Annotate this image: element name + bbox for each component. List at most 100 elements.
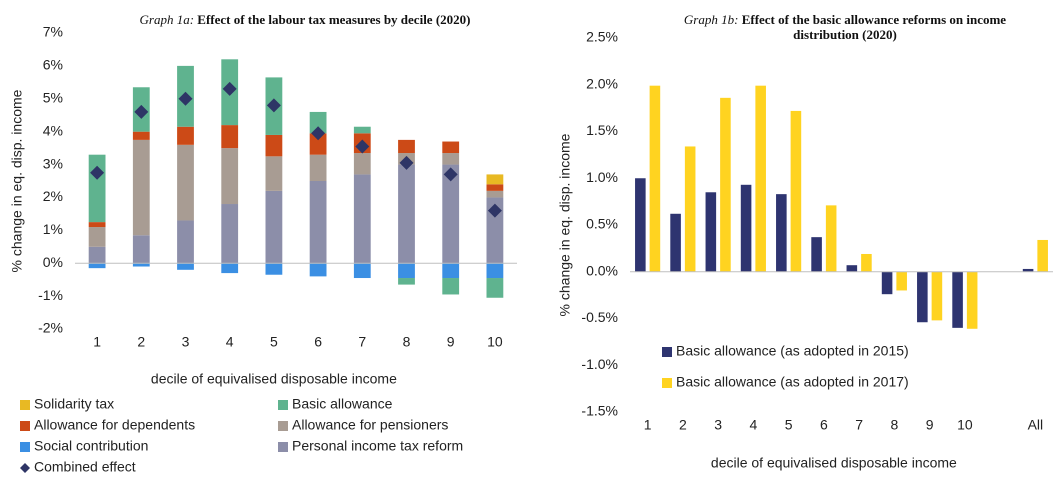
bar-segment — [177, 263, 194, 270]
bar — [917, 271, 928, 323]
title-text: Effect of the labour tax measures by dec… — [197, 12, 471, 27]
bar — [931, 271, 943, 321]
bar-segment — [265, 190, 283, 264]
legend-label: Social contribution — [34, 438, 148, 454]
x-axis-label: decile of equivalised disposable income — [151, 371, 397, 387]
bar — [952, 271, 963, 328]
diamond-marker — [399, 155, 414, 170]
x-tick-label: 9 — [447, 334, 455, 350]
bar — [811, 237, 822, 272]
x-tick-label: 5 — [270, 334, 278, 350]
bar-segment — [88, 227, 106, 247]
bar-segment — [221, 204, 239, 264]
y-tick-label: 4% — [43, 122, 63, 138]
bar-segment — [353, 174, 371, 264]
bar — [635, 178, 646, 272]
bar — [861, 253, 872, 272]
diamond-marker — [266, 98, 281, 113]
bar-segment — [221, 125, 239, 149]
bar — [649, 85, 661, 272]
y-tick-label: 2% — [43, 188, 63, 204]
legend-swatch — [20, 421, 30, 431]
legend-label: Allowance for dependents — [34, 417, 195, 433]
x-tick-label: 4 — [749, 417, 757, 433]
x-tick-label: 3 — [182, 334, 190, 350]
bar-segment — [442, 278, 460, 295]
bar-segment — [132, 235, 150, 264]
x-tick-label: 5 — [785, 417, 793, 433]
bar — [1037, 239, 1048, 272]
bar-segment — [486, 278, 504, 298]
bar-segment — [309, 133, 327, 155]
y-tick-label: 1% — [43, 221, 63, 237]
y-tick-label: -0.5% — [581, 309, 618, 325]
y-tick-label: -1% — [38, 287, 63, 303]
x-tick-label: 3 — [714, 417, 722, 433]
bar-segment — [265, 134, 283, 157]
y-tick-label: 6% — [43, 57, 63, 73]
bar — [825, 205, 837, 272]
diamond-marker — [311, 126, 326, 141]
bar-segment — [88, 154, 106, 223]
bar — [966, 271, 978, 329]
bar-segment — [177, 144, 194, 221]
bar-segment — [177, 220, 194, 264]
x-tick-label: 9 — [926, 417, 934, 433]
y-tick-label: 0.0% — [586, 262, 618, 278]
legend-label: Solidarity tax — [34, 396, 114, 412]
y-tick-label: -1.5% — [581, 403, 618, 419]
legend-swatch — [20, 442, 30, 452]
y-tick-label: 1.0% — [586, 169, 618, 185]
bar-segment — [88, 263, 106, 269]
bar — [740, 184, 752, 272]
y-axis-label: % change in eq. disp. income — [557, 133, 573, 316]
bar-segment — [486, 197, 504, 264]
legend-swatch — [662, 347, 672, 357]
bar-segment — [177, 126, 194, 145]
bar — [670, 213, 681, 272]
y-tick-label: -1.0% — [581, 356, 618, 372]
x-tick-label: 2 — [679, 417, 687, 433]
diamond-marker — [90, 165, 105, 180]
bar-segment — [309, 111, 327, 134]
bar-segment — [442, 263, 460, 279]
chart-title: Graph 1b: Effect of the basic allowance … — [660, 12, 1030, 42]
bar-segment — [486, 184, 504, 191]
x-tick-label: 10 — [957, 417, 973, 433]
title-prefix: Graph 1a: — [139, 12, 195, 27]
bar-segment — [309, 181, 327, 264]
bar-segment — [221, 263, 239, 274]
bar-segment — [309, 263, 327, 277]
legend-swatch — [20, 463, 30, 473]
bar-segment — [265, 156, 283, 191]
x-tick-label: 10 — [487, 334, 503, 350]
legend-swatch — [20, 400, 30, 410]
bar-segment — [442, 141, 460, 154]
legend-swatch — [278, 400, 288, 410]
bar — [776, 194, 787, 272]
bar-segment — [132, 139, 150, 236]
y-tick-label: 3% — [43, 155, 63, 171]
bar — [684, 146, 696, 272]
x-tick-label: 8 — [403, 334, 411, 350]
bar — [896, 271, 907, 291]
x-tick-label: 1 — [93, 334, 101, 350]
title-text: Effect of the basic allowance reforms on… — [741, 12, 1007, 42]
bar-segment — [442, 164, 460, 264]
x-tick-label: All — [1028, 417, 1044, 433]
x-tick-label: 7 — [855, 417, 863, 433]
legend-label: Basic allowance (as adopted in 2015) — [676, 343, 909, 359]
bar-segment — [88, 246, 106, 264]
bar-segment — [88, 222, 106, 228]
x-tick-label: 2 — [137, 334, 145, 350]
bar-segment — [398, 164, 415, 264]
x-tick-label: 6 — [314, 334, 322, 350]
y-tick-label: 0.5% — [586, 216, 618, 232]
bar-segment — [486, 263, 504, 279]
x-tick-label: 7 — [358, 334, 366, 350]
legend-swatch — [278, 421, 288, 431]
bar-segment — [486, 174, 504, 185]
bar-segment — [221, 148, 239, 205]
y-tick-label: -2% — [38, 320, 63, 336]
y-tick-label: 5% — [43, 89, 63, 105]
